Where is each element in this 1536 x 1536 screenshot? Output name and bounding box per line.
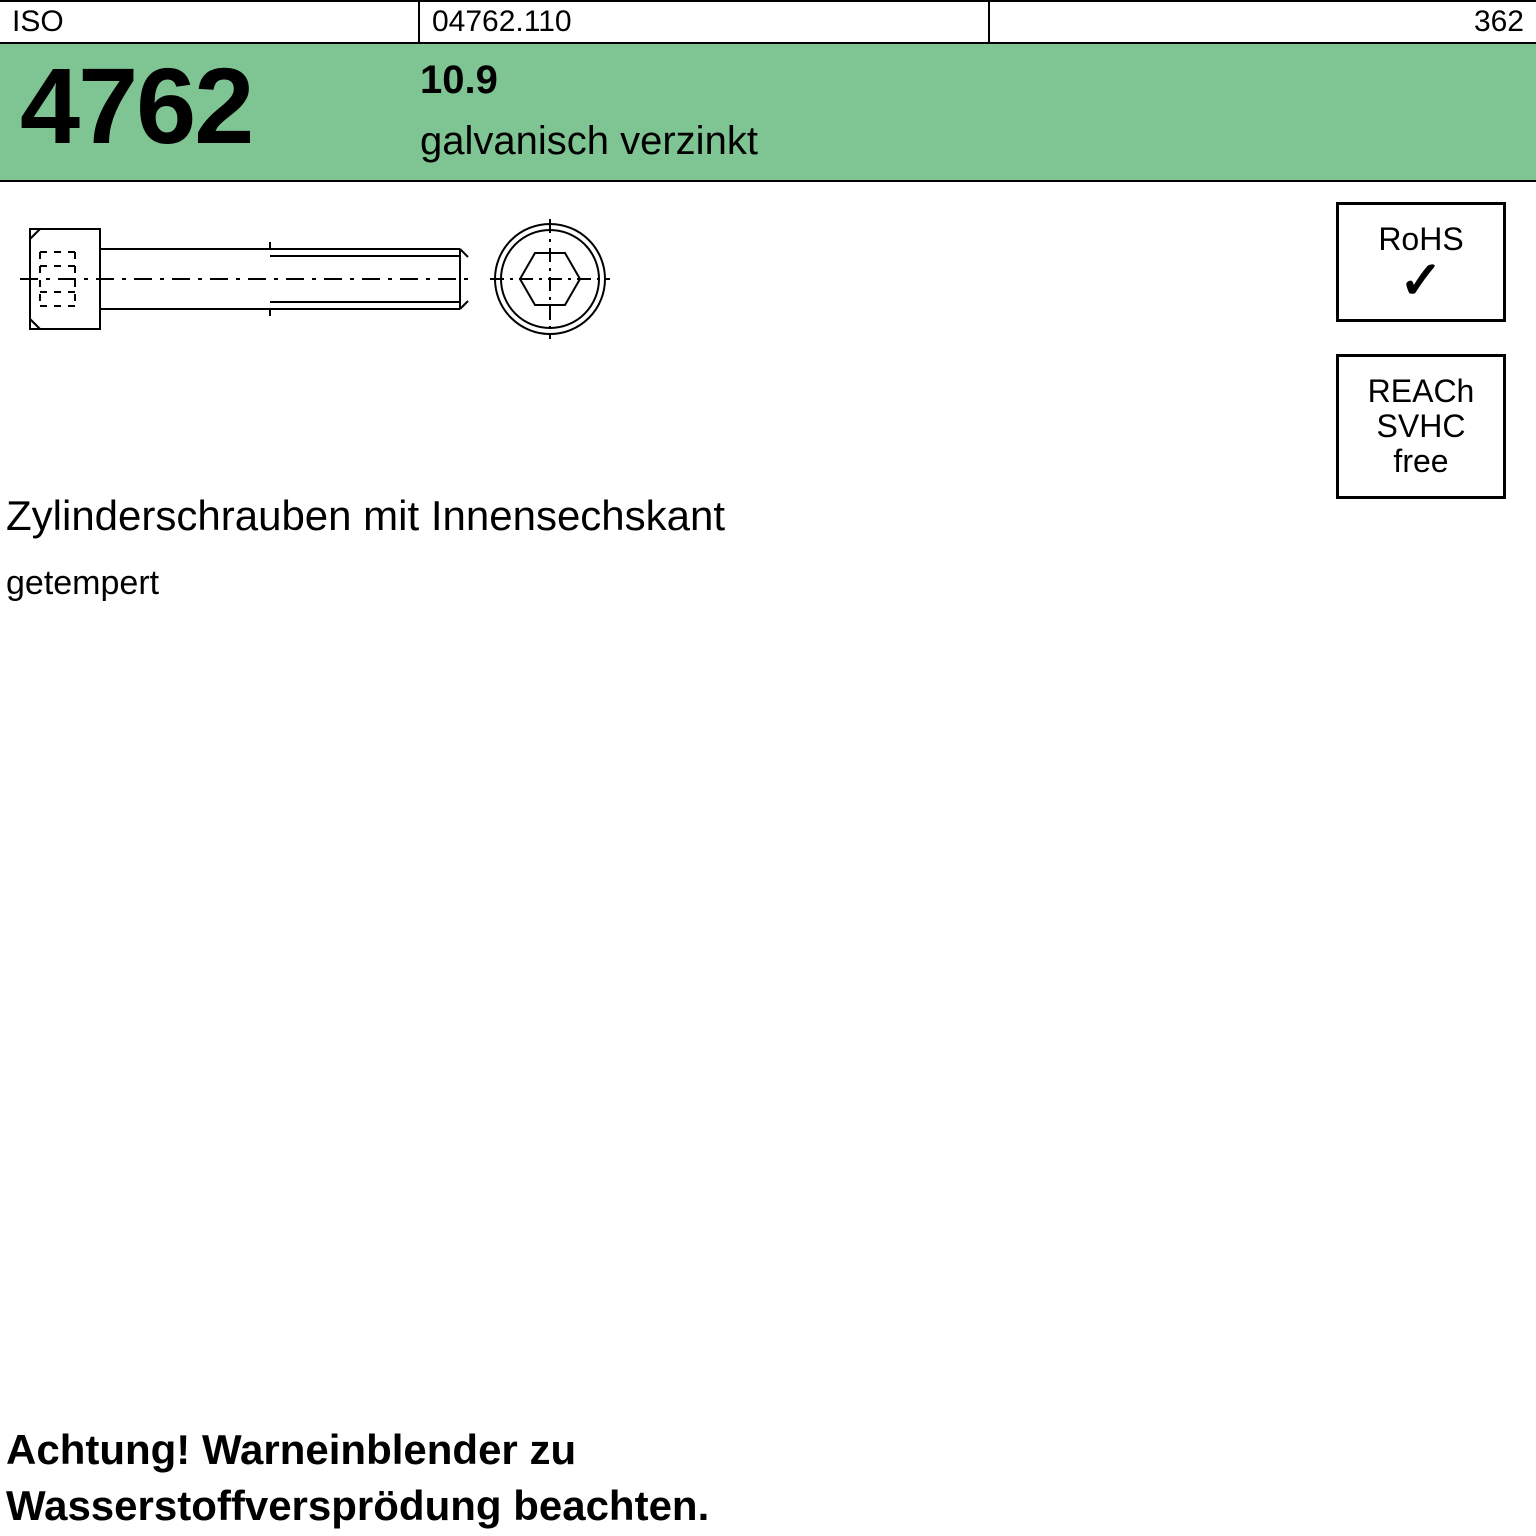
- reach-line3: free: [1393, 444, 1448, 479]
- reach-badge: REACh SVHC free: [1336, 354, 1506, 499]
- warning-line1: Achtung! Warneinblender zu: [6, 1426, 1516, 1474]
- product-title: Zylinderschrauben mit Innensechskant: [6, 492, 1276, 540]
- code-cell: 04762.110: [420, 2, 990, 42]
- standard-band: 4762 10.9 galvanisch verzinkt: [0, 44, 1536, 182]
- warning-line2: Wasserstoffversprödung beachten.: [6, 1482, 1516, 1530]
- finish-text: galvanisch verzinkt: [420, 119, 758, 164]
- warning-block: Achtung! Warneinblender zu Wasserstoffve…: [6, 1426, 1516, 1530]
- rohs-badge: RoHS ✓: [1336, 202, 1506, 322]
- drawing-area: RoHS ✓ REACh SVHC free Zylinderschrauben…: [0, 182, 1536, 692]
- page-cell: 362: [990, 2, 1536, 42]
- bolt-diagram: [20, 214, 610, 364]
- standard-details: 10.9 galvanisch verzinkt: [420, 52, 758, 164]
- product-subtitle: getempert: [6, 564, 1276, 603]
- standard-number: 4762: [20, 52, 420, 160]
- strength-grade: 10.9: [420, 58, 758, 103]
- rohs-check-icon: ✓: [1399, 261, 1443, 303]
- reach-line2: SVHC: [1377, 409, 1466, 444]
- iso-cell: ISO: [0, 2, 420, 42]
- reach-line1: REACh: [1368, 374, 1475, 409]
- description-block: Zylinderschrauben mit Innensechskant get…: [6, 492, 1276, 603]
- header-row: ISO 04762.110 362: [0, 0, 1536, 44]
